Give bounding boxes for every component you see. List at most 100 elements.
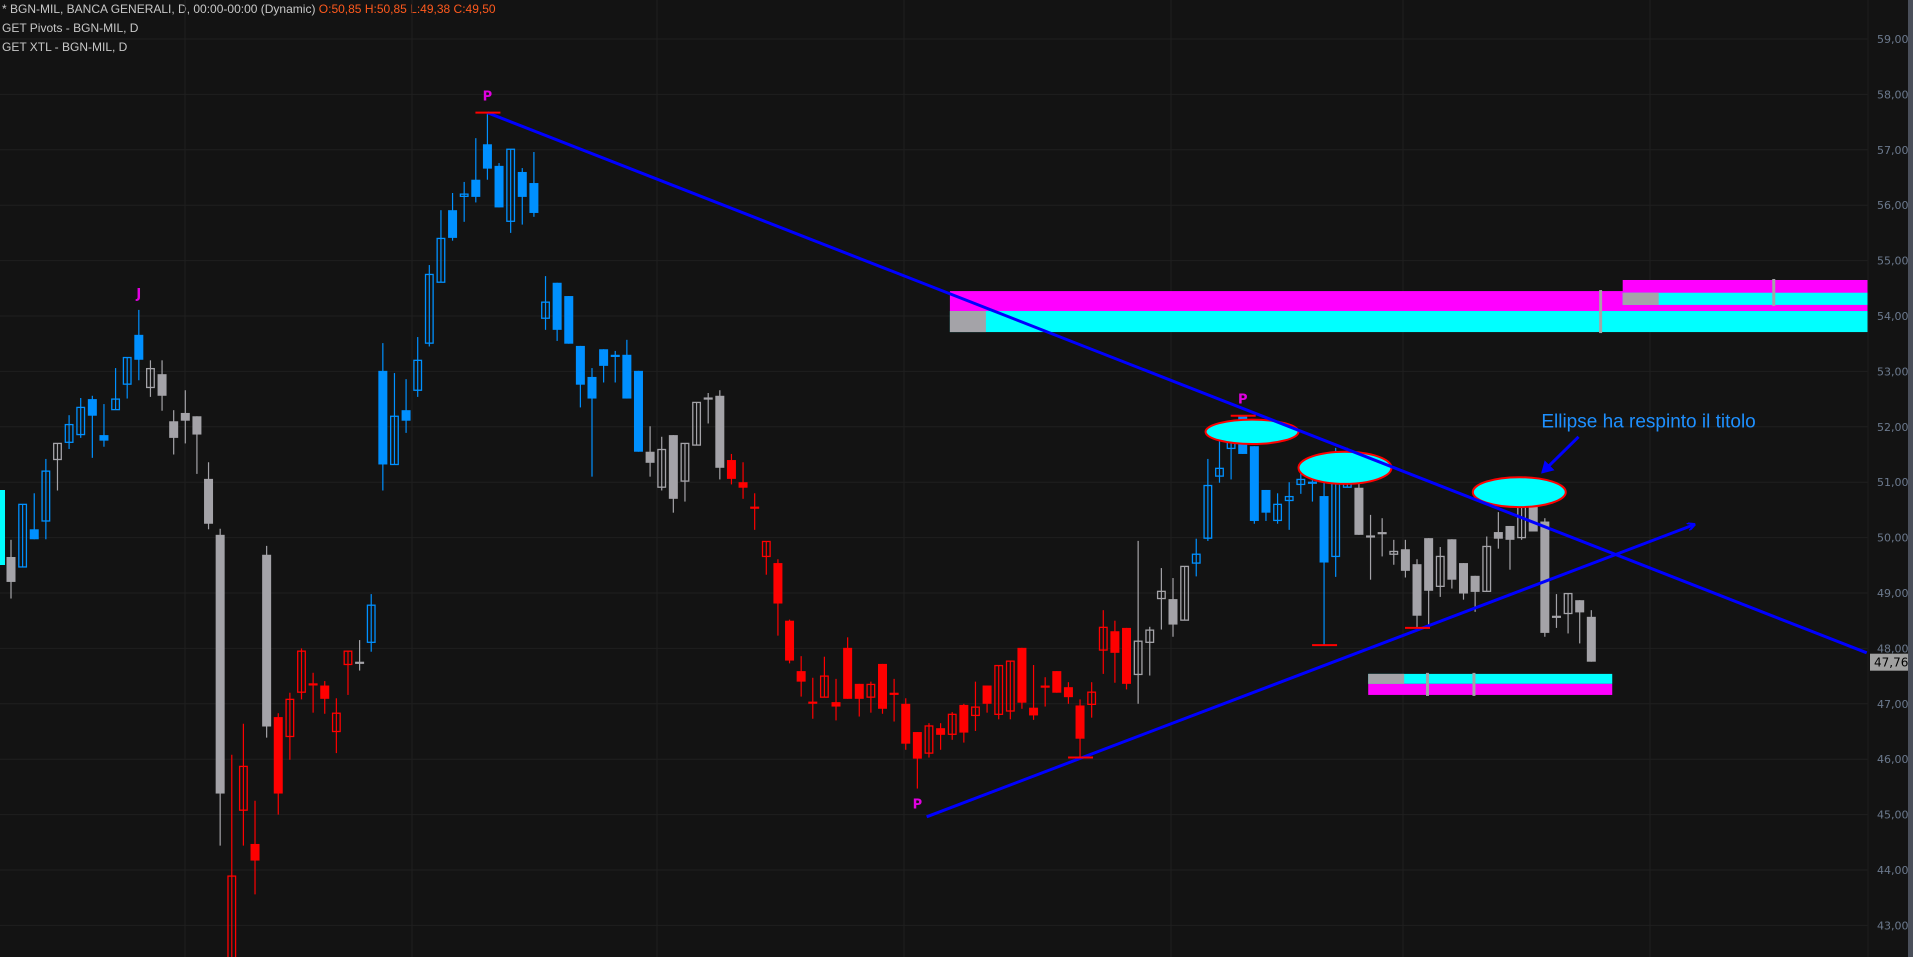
candle: [1203, 458, 1213, 541]
zone-touch-tick: [1425, 672, 1429, 696]
candle: [157, 360, 167, 411]
candle-body-filled: [401, 410, 411, 421]
candle-body-hollow: [541, 301, 550, 319]
candle-body-filled: [320, 685, 330, 699]
zone-band-cyan: [1622, 292, 1868, 305]
candle: [459, 181, 469, 222]
candle: [668, 435, 678, 513]
candle: [1156, 568, 1166, 630]
candle-body-filled: [262, 554, 272, 727]
candle-body-filled: [1319, 496, 1329, 563]
candle: [355, 640, 365, 671]
candle: [878, 663, 887, 714]
candle: [645, 426, 655, 477]
candle-body-filled: [575, 345, 585, 385]
candle-body-hollow: [1098, 626, 1108, 651]
candle-body-filled: [1307, 481, 1317, 484]
candle: [1261, 489, 1271, 521]
candle: [761, 540, 771, 575]
zone-origin-marker: [949, 311, 986, 333]
candle-body-filled: [355, 661, 365, 664]
candle-body-filled: [959, 704, 969, 733]
candle-body-filled: [854, 683, 864, 699]
candle: [1017, 647, 1027, 709]
candle-body-filled: [726, 460, 736, 479]
ellipses[interactable]: [1204, 418, 1567, 509]
candle-body-hollow: [76, 406, 86, 436]
candle: [1447, 539, 1457, 589]
candle-body-filled: [622, 354, 632, 399]
candle-body-hollow: [53, 442, 62, 461]
candle: [494, 163, 504, 208]
candle: [982, 685, 992, 713]
candle: [238, 723, 248, 846]
candle-body-filled: [192, 416, 202, 435]
candle: [715, 390, 725, 480]
candle: [390, 373, 399, 466]
candle: [1249, 446, 1259, 524]
candle: [1493, 512, 1503, 549]
candle: [1191, 538, 1201, 577]
candle: [1400, 539, 1410, 578]
uptrend-line[interactable]: [926, 525, 1694, 819]
candle-body-filled: [1168, 599, 1178, 625]
candle-body-filled: [715, 395, 725, 468]
candle: [959, 703, 969, 743]
candle-body-filled: [471, 179, 481, 197]
candle: [1040, 677, 1050, 707]
candle-body-filled: [529, 183, 539, 213]
candle: [564, 296, 574, 344]
candle-body-filled: [482, 144, 492, 169]
candle: [1087, 682, 1097, 718]
candle-body-filled: [99, 435, 109, 441]
annotation-text[interactable]: Ellipse ha respinto il titolo: [1541, 411, 1755, 432]
candle: [87, 395, 97, 458]
price-axis[interactable]: 59,00 58,00 57,00 56,00 55,00 54,00 53,00 52,00…: [1867, 0, 1909, 957]
candle: [1412, 559, 1422, 628]
candle: [262, 545, 272, 738]
ellipse-drawing[interactable]: [1297, 450, 1393, 485]
candle-body-filled: [1366, 535, 1376, 538]
candle: [1168, 578, 1178, 637]
candle-body-hollow: [971, 706, 980, 717]
candle: [541, 276, 550, 330]
candle-body-filled: [1377, 532, 1387, 535]
candle: [587, 368, 597, 477]
candle-body-filled: [494, 165, 504, 208]
candle: [1482, 536, 1492, 592]
candle: [1540, 518, 1550, 637]
candle-body-hollow: [343, 650, 353, 666]
candle-body-hollow: [692, 401, 702, 446]
candle: [1133, 540, 1143, 704]
price-tick-label: 48,00: [1877, 642, 1909, 655]
candle-body-hollow: [506, 148, 516, 222]
candle: [1005, 660, 1015, 720]
candle: [192, 416, 202, 474]
right-edge-scrollbar[interactable]: [1908, 0, 1913, 957]
zone-touch-tick: [1599, 290, 1603, 334]
candle-body-filled: [180, 412, 190, 421]
indicator-pivots-label[interactable]: GET Pivots - BGN-MIL, D: [2, 21, 139, 35]
candle: [889, 678, 899, 722]
price-tick-label: 46,00: [1877, 753, 1909, 766]
candle-body-filled: [1493, 532, 1503, 539]
candle: [854, 683, 864, 717]
price-tick-label: 47,00: [1877, 698, 1909, 711]
candle-body-hollow: [1296, 478, 1306, 486]
candle-body-filled: [1424, 538, 1434, 591]
candle-body-filled: [901, 703, 911, 744]
candle: [41, 458, 51, 540]
candle: [1435, 547, 1445, 597]
candle-body-filled: [1110, 631, 1120, 653]
annotation-arrow[interactable]: [1541, 435, 1580, 474]
candle: [599, 349, 609, 383]
trendlines[interactable]: Ellipse ha respinto il titolo: [486, 111, 1868, 819]
indicator-xtl-label[interactable]: GET XTL - BGN-MIL, D: [2, 40, 128, 54]
candle: [308, 672, 318, 713]
downtrend-line[interactable]: [486, 111, 1868, 655]
candle: [750, 493, 760, 530]
candle: [1110, 620, 1120, 683]
ellipse-drawing[interactable]: [1471, 476, 1567, 509]
candle-body-hollow: [436, 237, 446, 283]
